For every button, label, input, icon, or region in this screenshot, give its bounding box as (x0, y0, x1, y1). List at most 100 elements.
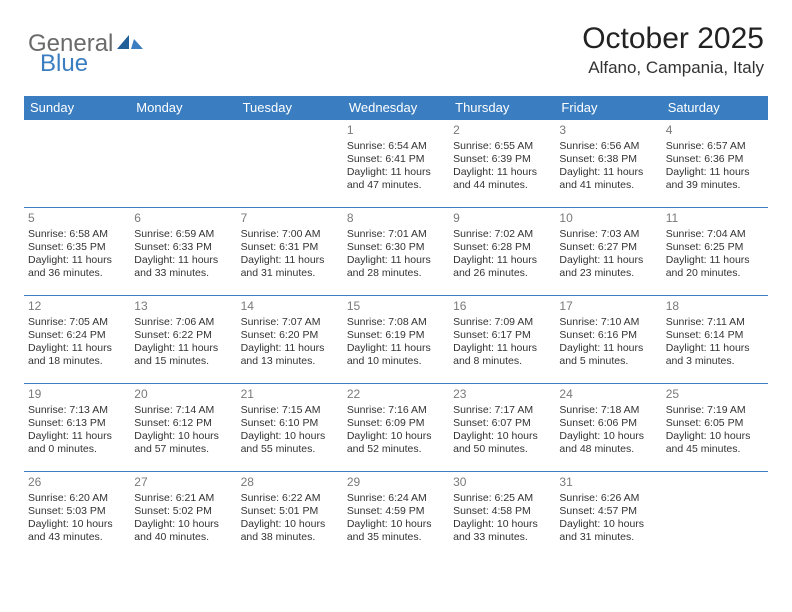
dayname-friday: Friday (555, 96, 661, 120)
dayname-monday: Monday (130, 96, 236, 120)
cell-text: Daylight: 11 hours (347, 342, 445, 355)
calendar-cell (24, 120, 130, 208)
calendar-body: 1Sunrise: 6:54 AMSunset: 6:41 PMDaylight… (24, 120, 768, 560)
logo-blue-row: Blue (40, 50, 88, 78)
cell-text: and 5 minutes. (559, 355, 657, 368)
cell-text: Daylight: 11 hours (28, 430, 126, 443)
cell-text: Sunset: 6:17 PM (453, 329, 551, 342)
calendar-cell: 31Sunrise: 6:26 AMSunset: 4:57 PMDayligh… (555, 472, 661, 560)
calendar-cell: 7Sunrise: 7:00 AMSunset: 6:31 PMDaylight… (237, 208, 343, 296)
cell-text: Daylight: 11 hours (134, 254, 232, 267)
day-number: 17 (559, 299, 657, 314)
cell-text: Sunset: 6:30 PM (347, 241, 445, 254)
logo-blue: Blue (40, 50, 88, 77)
cell-text: Sunrise: 7:16 AM (347, 404, 445, 417)
cell-text: Sunset: 4:59 PM (347, 505, 445, 518)
cell-text: Sunrise: 6:57 AM (666, 140, 764, 153)
cell-text: Sunrise: 7:10 AM (559, 316, 657, 329)
cell-text: and 0 minutes. (28, 443, 126, 456)
day-number: 27 (134, 475, 232, 490)
cell-text: Daylight: 11 hours (453, 166, 551, 179)
cell-text: Daylight: 10 hours (453, 430, 551, 443)
calendar-cell: 25Sunrise: 7:19 AMSunset: 6:05 PMDayligh… (662, 384, 768, 472)
cell-text: and 28 minutes. (347, 267, 445, 280)
cell-text: Sunrise: 7:15 AM (241, 404, 339, 417)
calendar-cell: 24Sunrise: 7:18 AMSunset: 6:06 PMDayligh… (555, 384, 661, 472)
cell-text: Sunset: 6:33 PM (134, 241, 232, 254)
table-row: 5Sunrise: 6:58 AMSunset: 6:35 PMDaylight… (24, 208, 768, 296)
cell-text: Sunrise: 7:05 AM (28, 316, 126, 329)
cell-text: Sunrise: 7:04 AM (666, 228, 764, 241)
header: General Blue October 2025 Alfano, Campan… (0, 0, 792, 88)
calendar-cell: 4Sunrise: 6:57 AMSunset: 6:36 PMDaylight… (662, 120, 768, 208)
cell-text: and 57 minutes. (134, 443, 232, 456)
calendar-cell: 13Sunrise: 7:06 AMSunset: 6:22 PMDayligh… (130, 296, 236, 384)
day-number: 16 (453, 299, 551, 314)
calendar-cell: 16Sunrise: 7:09 AMSunset: 6:17 PMDayligh… (449, 296, 555, 384)
cell-text: Sunrise: 7:14 AM (134, 404, 232, 417)
calendar-cell: 21Sunrise: 7:15 AMSunset: 6:10 PMDayligh… (237, 384, 343, 472)
cell-text: and 18 minutes. (28, 355, 126, 368)
cell-text: Daylight: 11 hours (559, 166, 657, 179)
cell-text: Daylight: 11 hours (241, 254, 339, 267)
cell-text: and 10 minutes. (347, 355, 445, 368)
cell-text: Sunrise: 6:59 AM (134, 228, 232, 241)
cell-text: Sunrise: 6:22 AM (241, 492, 339, 505)
cell-text: and 3 minutes. (666, 355, 764, 368)
cell-text: and 43 minutes. (28, 531, 126, 544)
cell-text: Sunrise: 7:02 AM (453, 228, 551, 241)
cell-text: Daylight: 10 hours (559, 518, 657, 531)
day-number: 7 (241, 211, 339, 226)
calendar-cell: 17Sunrise: 7:10 AMSunset: 6:16 PMDayligh… (555, 296, 661, 384)
cell-text: Sunset: 5:02 PM (134, 505, 232, 518)
cell-text: Daylight: 10 hours (241, 430, 339, 443)
cell-text: Sunset: 4:58 PM (453, 505, 551, 518)
calendar-cell: 19Sunrise: 7:13 AMSunset: 6:13 PMDayligh… (24, 384, 130, 472)
title-block: October 2025 Alfano, Campania, Italy (582, 22, 764, 78)
cell-text: Sunrise: 6:56 AM (559, 140, 657, 153)
calendar-cell: 11Sunrise: 7:04 AMSunset: 6:25 PMDayligh… (662, 208, 768, 296)
day-number: 25 (666, 387, 764, 402)
cell-text: and 15 minutes. (134, 355, 232, 368)
cell-text: and 26 minutes. (453, 267, 551, 280)
day-number: 23 (453, 387, 551, 402)
calendar-cell: 23Sunrise: 7:17 AMSunset: 6:07 PMDayligh… (449, 384, 555, 472)
cell-text: and 31 minutes. (559, 531, 657, 544)
cell-text: Sunset: 6:13 PM (28, 417, 126, 430)
cell-text: Daylight: 11 hours (347, 254, 445, 267)
calendar-cell: 8Sunrise: 7:01 AMSunset: 6:30 PMDaylight… (343, 208, 449, 296)
cell-text: Sunrise: 7:18 AM (559, 404, 657, 417)
cell-text: Sunrise: 6:55 AM (453, 140, 551, 153)
cell-text: and 31 minutes. (241, 267, 339, 280)
cell-text: Sunrise: 7:17 AM (453, 404, 551, 417)
calendar-cell: 14Sunrise: 7:07 AMSunset: 6:20 PMDayligh… (237, 296, 343, 384)
cell-text: Daylight: 10 hours (347, 430, 445, 443)
cell-text: and 44 minutes. (453, 179, 551, 192)
table-row: 12Sunrise: 7:05 AMSunset: 6:24 PMDayligh… (24, 296, 768, 384)
calendar-cell: 5Sunrise: 6:58 AMSunset: 6:35 PMDaylight… (24, 208, 130, 296)
calendar-cell: 18Sunrise: 7:11 AMSunset: 6:14 PMDayligh… (662, 296, 768, 384)
day-number: 12 (28, 299, 126, 314)
cell-text: Sunset: 6:09 PM (347, 417, 445, 430)
cell-text: Sunset: 5:03 PM (28, 505, 126, 518)
calendar-cell: 6Sunrise: 6:59 AMSunset: 6:33 PMDaylight… (130, 208, 236, 296)
cell-text: Daylight: 11 hours (347, 166, 445, 179)
cell-text: and 45 minutes. (666, 443, 764, 456)
cell-text: Daylight: 10 hours (241, 518, 339, 531)
cell-text: Sunrise: 7:13 AM (28, 404, 126, 417)
cell-text: Sunset: 6:14 PM (666, 329, 764, 342)
cell-text: and 36 minutes. (28, 267, 126, 280)
day-number: 20 (134, 387, 232, 402)
cell-text: Daylight: 11 hours (453, 342, 551, 355)
cell-text: Daylight: 10 hours (347, 518, 445, 531)
day-number: 15 (347, 299, 445, 314)
cell-text: Sunrise: 7:07 AM (241, 316, 339, 329)
cell-text: Sunset: 6:05 PM (666, 417, 764, 430)
cell-text: and 47 minutes. (347, 179, 445, 192)
day-number: 28 (241, 475, 339, 490)
cell-text: Daylight: 11 hours (559, 254, 657, 267)
cell-text: Sunset: 6:35 PM (28, 241, 126, 254)
cell-text: Daylight: 11 hours (453, 254, 551, 267)
calendar-cell: 22Sunrise: 7:16 AMSunset: 6:09 PMDayligh… (343, 384, 449, 472)
cell-text: Sunset: 6:19 PM (347, 329, 445, 342)
